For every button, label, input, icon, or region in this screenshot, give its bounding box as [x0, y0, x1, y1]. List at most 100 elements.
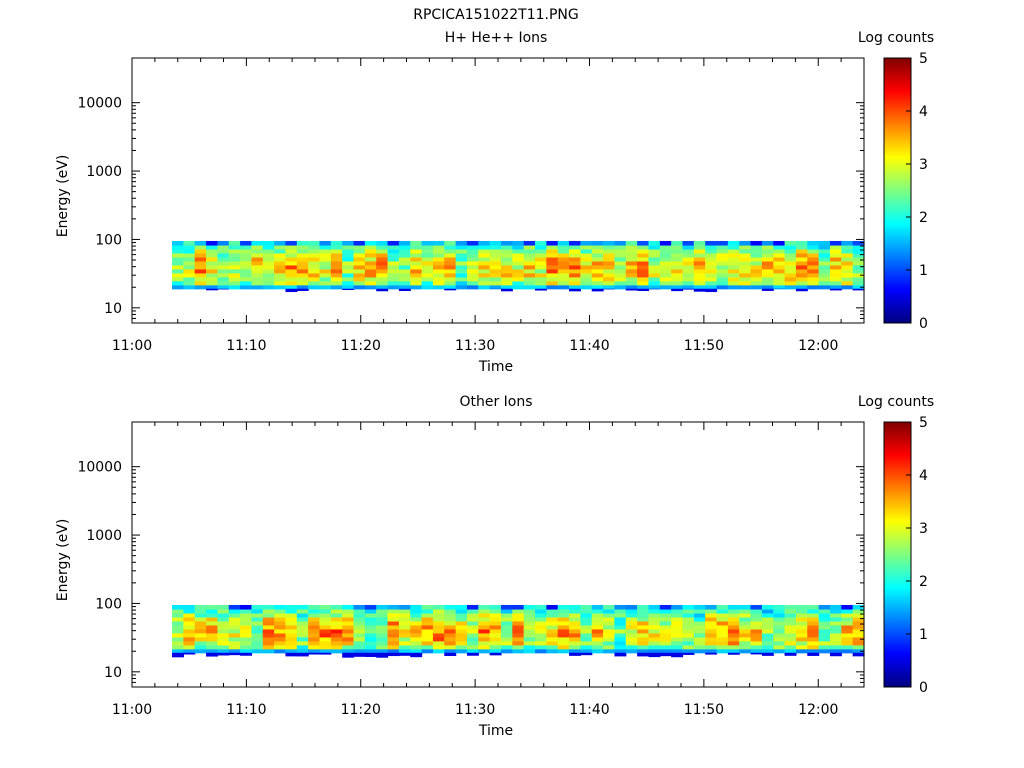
heatmap-cell [682, 620, 695, 626]
heatmap-cell [603, 612, 616, 618]
heatmap-cell [330, 244, 343, 250]
heatmap-cell [625, 648, 638, 654]
heatmap-cell [716, 268, 729, 274]
heatmap-cell [614, 652, 627, 657]
heatmap-cell [603, 260, 616, 266]
heatmap-cell [217, 284, 230, 290]
heatmap-cell [523, 244, 536, 250]
heatmap-cell [444, 288, 457, 291]
heatmap-cell [262, 632, 275, 638]
heatmap-cell [206, 648, 218, 654]
heatmap-cell [852, 248, 865, 254]
heatmap-cell [807, 280, 820, 286]
heatmap-cell [228, 264, 241, 270]
heatmap-cell [364, 280, 377, 286]
heatmap-cell [546, 608, 559, 614]
heatmap-cell [455, 256, 468, 262]
heatmap-cell [773, 276, 786, 282]
heatmap-cell [580, 636, 593, 642]
heatmap-cell [319, 604, 332, 610]
heatmap-cell [659, 632, 672, 638]
heatmap-cell [432, 280, 445, 286]
heatmap-cell [501, 276, 513, 282]
heatmap-cell [693, 616, 706, 622]
heatmap-cell [784, 276, 797, 282]
heatmap-cell [308, 644, 321, 650]
heatmap-cell [410, 244, 423, 250]
heatmap-cell [285, 264, 298, 270]
heatmap-cell [376, 624, 389, 630]
heatmap-cell [444, 260, 457, 266]
heatmap-cell [818, 620, 831, 626]
heatmap-cell [614, 632, 627, 638]
heatmap-cell [852, 644, 865, 650]
heatmap-cell [603, 624, 616, 630]
heatmap-cell [829, 632, 842, 638]
heatmap-cell [580, 276, 593, 282]
heatmap-cell [625, 284, 638, 290]
heatmap-cell [693, 620, 706, 626]
heatmap-cell [580, 260, 593, 266]
heatmap-cell [716, 240, 729, 246]
x-axis-ticks: 11:00 11:10 11:20 11:30 11:40 11:50 12:00 [112, 422, 865, 718]
heatmap-cell [466, 636, 479, 642]
heatmap-cell [251, 248, 264, 254]
heatmap-cell [750, 260, 763, 266]
heatmap-cell [829, 648, 842, 654]
heatmap-cell [489, 628, 502, 634]
heatmap-cell [501, 604, 513, 610]
heatmap-cell [535, 612, 547, 618]
heatmap-cell [501, 640, 513, 646]
heatmap-cell [421, 276, 434, 282]
heatmap-cell [285, 632, 298, 638]
heatmap-cell [240, 612, 253, 618]
heatmap-cell [569, 280, 581, 286]
heatmap-cell [194, 608, 207, 614]
heatmap-cell [330, 604, 343, 610]
heatmap-cell [319, 276, 332, 282]
heatmap-cell [478, 272, 491, 278]
heatmap-cell [523, 248, 536, 254]
heatmap-cell [637, 272, 650, 278]
heatmap-cell [274, 640, 287, 646]
heatmap-cell [444, 272, 457, 278]
heatmap-cell [251, 640, 264, 646]
heatmap-cell [682, 280, 695, 286]
heatmap-cell [206, 608, 218, 614]
heatmap-cell [364, 268, 377, 274]
heatmap-cell [421, 628, 434, 634]
heatmap-cell [591, 632, 604, 638]
heatmap-cell [535, 648, 547, 654]
heatmap-cell [591, 284, 604, 290]
heatmap-cell [603, 648, 616, 654]
heatmap-cell [523, 612, 536, 618]
heatmap-cell [240, 264, 253, 270]
heatmap-cell [183, 268, 196, 274]
heatmap-cell [398, 636, 411, 642]
heatmap-cell [194, 616, 207, 622]
heatmap-cell [784, 284, 797, 290]
heatmap-cell [614, 616, 627, 622]
heatmap-cell [739, 280, 752, 286]
heatmap-cell [523, 604, 536, 610]
y-tick-label: 1000 [86, 528, 122, 544]
heatmap-cell [727, 644, 740, 650]
heatmap-cell [591, 272, 604, 278]
heatmap-cell [625, 620, 638, 626]
heatmap-cell [489, 240, 502, 246]
heatmap-cell [671, 268, 684, 274]
heatmap-cell [319, 272, 332, 278]
heatmap-cell [217, 604, 230, 610]
heatmap-cell [228, 252, 241, 258]
heatmap-cell [194, 280, 207, 286]
heatmap-cell [489, 636, 502, 642]
heatmap-cell [240, 636, 253, 642]
heatmap-cell [466, 244, 479, 250]
heatmap-cell [319, 264, 332, 270]
heatmap-cell [523, 272, 536, 278]
heatmap-cell [818, 272, 831, 278]
heatmap-cell [727, 260, 740, 266]
heatmap-cell [761, 284, 774, 290]
heatmap-cell [535, 620, 547, 626]
heatmap-cell [841, 612, 854, 618]
